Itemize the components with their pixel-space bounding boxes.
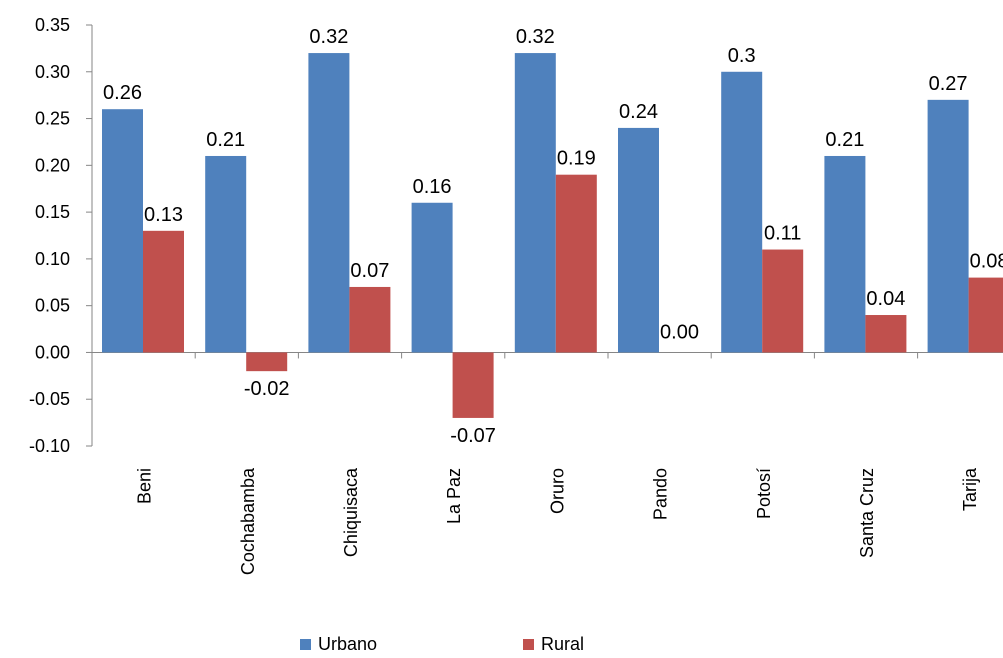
data-label-urbano: 0.21 xyxy=(825,129,864,151)
bar-urbano xyxy=(308,53,350,353)
data-label-rural: -0.07 xyxy=(450,425,496,447)
data-label-urbano: 0.32 xyxy=(309,26,348,48)
bar-rural xyxy=(762,249,804,353)
data-label-urbano: 0.21 xyxy=(206,129,245,151)
y-tick-label: -0.05 xyxy=(29,389,70,409)
x-tick-label: La Paz xyxy=(444,468,464,524)
data-label-urbano: 0.27 xyxy=(929,73,968,95)
bar-rural xyxy=(968,277,1003,353)
chart-bars xyxy=(102,53,1003,418)
chart-legend: Urbano Rural xyxy=(300,634,730,655)
y-tick-label: 0.35 xyxy=(35,15,70,35)
bar-chart: 0.35 0.30 0.25 0.20 0.15 0.10 0.05 0.00 -0.05 -0.… xyxy=(29,15,1003,575)
bar-urbano xyxy=(514,53,556,353)
x-tick-label: Beni xyxy=(135,468,155,504)
data-label-urbano: 0.24 xyxy=(619,101,658,123)
data-label-rural: 0.04 xyxy=(866,288,905,310)
legend-label-rural: Rural xyxy=(541,634,585,654)
bar-urbano xyxy=(618,127,659,353)
chart-data-labels: 0.26 0.21 0.32 0.16 0.32 0.24 0.3 0.21 0.27 0.13 -… xyxy=(103,26,1003,447)
y-tick-label: 0.25 xyxy=(35,109,70,129)
bar-rural xyxy=(246,352,288,372)
bar-urbano xyxy=(824,155,866,353)
bar-rural xyxy=(865,315,907,353)
legend-item-urbano: Urbano xyxy=(300,634,377,655)
chart-axes: 0.35 0.30 0.25 0.20 0.15 0.10 0.05 0.00 -0.05 -0.… xyxy=(29,15,1003,575)
bar-urbano xyxy=(927,99,969,353)
bar-rural xyxy=(452,352,494,418)
bar-urbano xyxy=(721,71,763,353)
data-label-rural: 0.19 xyxy=(557,148,596,170)
x-tick-label: Tarija xyxy=(960,467,980,511)
y-tick-label: 0.15 xyxy=(35,202,70,222)
data-label-urbano: 0.3 xyxy=(728,45,756,67)
y-tick-label: 0.20 xyxy=(35,155,70,175)
x-tick-label: Oruro xyxy=(547,468,567,514)
data-label-urbano: 0.16 xyxy=(413,176,452,198)
legend-swatch-rural xyxy=(523,639,535,650)
bar-rural xyxy=(555,174,597,353)
data-label-rural: 0.07 xyxy=(350,260,389,282)
y-tick-label: 0.30 xyxy=(35,62,70,82)
bar-urbano xyxy=(205,155,247,353)
x-tick-label: Chiquisaca xyxy=(341,467,361,557)
data-label-rural: 0.13 xyxy=(144,204,183,226)
y-tick-label: -0.10 xyxy=(29,436,70,456)
data-label-rural: 0.00 xyxy=(660,321,699,343)
bar-rural xyxy=(143,230,184,353)
x-tick-label: Cochabamba xyxy=(238,467,258,575)
x-tick-label: Potosí xyxy=(754,468,774,519)
x-tick-label: Pando xyxy=(651,468,671,520)
bar-urbano xyxy=(102,109,143,353)
data-label-urbano: 0.32 xyxy=(516,26,555,48)
y-tick-label: 0.05 xyxy=(35,296,70,316)
legend-item-rural: Rural xyxy=(523,634,584,655)
y-tick-label: 0.00 xyxy=(35,342,70,362)
legend-swatch-urbano xyxy=(300,639,311,650)
bar-rural xyxy=(349,286,391,353)
y-tick-label: 0.10 xyxy=(35,249,70,269)
data-label-rural: 0.08 xyxy=(970,251,1003,273)
legend-label-urbano: Urbano xyxy=(318,634,378,654)
data-label-rural: -0.02 xyxy=(244,378,290,400)
x-tick-label: Santa Cruz xyxy=(857,468,877,558)
data-label-urbano: 0.26 xyxy=(103,82,142,104)
data-label-rural: 0.11 xyxy=(764,223,801,245)
bar-urbano xyxy=(411,202,453,353)
